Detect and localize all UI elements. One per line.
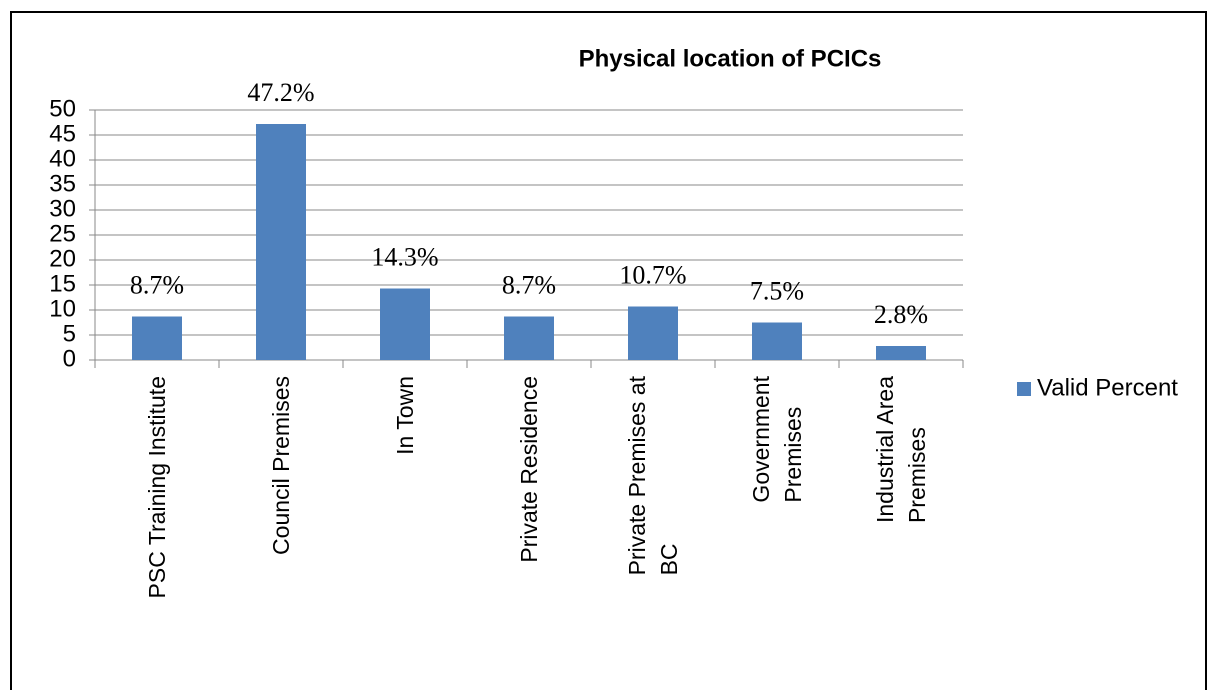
data-label: 7.5% [750, 276, 804, 305]
data-label: 14.3% [371, 242, 438, 271]
y-tick-label: 35 [49, 170, 76, 197]
data-label: 2.8% [874, 300, 928, 329]
data-label: 8.7% [502, 270, 556, 299]
x-tick-label: Private Premises at BC [624, 376, 682, 576]
y-tick-label: 40 [49, 145, 76, 172]
x-tick-label: Council Premises [268, 376, 294, 555]
x-tick-label: In Town [392, 376, 418, 455]
y-tick-label: 0 [63, 345, 76, 372]
chart-title: Physical location of PCICs [579, 45, 882, 72]
bar [876, 346, 926, 360]
x-tick-label: Private Residence [516, 376, 542, 563]
y-tick-label: 20 [49, 245, 76, 272]
bar [504, 316, 554, 360]
data-label: 47.2% [247, 78, 314, 107]
y-tick-label: 5 [63, 320, 76, 347]
data-label: 10.7% [619, 260, 686, 289]
x-tick-label: PSC Training Institute [144, 376, 170, 599]
y-tick-label: 30 [49, 195, 76, 222]
y-tick-label: 50 [49, 95, 76, 122]
bar [380, 288, 430, 360]
chart-border [10, 11, 1207, 690]
y-tick-label: 45 [49, 120, 76, 147]
bar [256, 124, 306, 360]
legend-swatch [1017, 382, 1031, 396]
x-tick-label: Government Premises [748, 376, 806, 503]
x-tick-label: Industrial Area Premises [872, 376, 930, 524]
y-tick-label: 15 [49, 270, 76, 297]
bar [132, 316, 182, 360]
data-label: 8.7% [130, 270, 184, 299]
y-tick-label: 10 [49, 295, 76, 322]
y-tick-label: 25 [49, 220, 76, 247]
bar [628, 306, 678, 360]
bar [752, 322, 802, 360]
legend-label: Valid Percent [1037, 374, 1178, 401]
